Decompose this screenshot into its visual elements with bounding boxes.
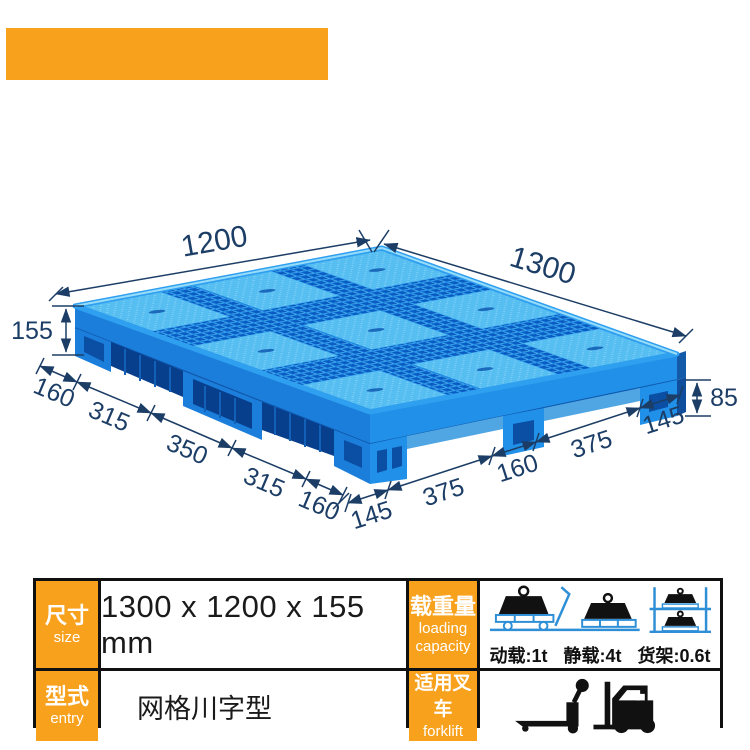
loading-icons (489, 584, 712, 633)
dynamic-load-value: 动载:1t (489, 645, 548, 666)
loading-header-zh: 载重量 (409, 593, 476, 619)
dim-seg-left-2: 350 (162, 429, 211, 471)
dim-seg-right-3: 375 (567, 425, 615, 465)
forklift-header-zh: 适用叉车 (414, 673, 472, 720)
entry-header: 型式 entry (36, 671, 98, 741)
entry-value-cell: 网格川字型 (101, 671, 406, 741)
size-value-cell: 1300 x 1200 x 155 mm (101, 581, 406, 668)
entry-header-en: entry (50, 710, 84, 727)
dim-seg-right-1: 375 (419, 473, 467, 513)
loading-header-en2: capacity (415, 637, 471, 655)
dimension-annotations: 1200 1300 155 85 (11, 220, 738, 536)
static-load-value: 静载:4t (563, 645, 622, 666)
forklift-header: 适用叉车 forklift (409, 671, 477, 741)
pallet-illustration: 1200 1300 155 85 (11, 220, 738, 536)
rack-load-value: 货架:0.6t (637, 645, 711, 666)
forklift-icons (515, 678, 656, 734)
loading-header-en1: loading (418, 619, 468, 637)
entry-value: 网格川字型 (137, 693, 272, 724)
dim-seg-right-2: 160 (493, 449, 541, 489)
entry-header-zh: 型式 (44, 684, 89, 709)
dim-label-85: 85 (710, 384, 738, 412)
loading-value-cell: 动载:1t 静载:4t 货架:0.6t (480, 581, 720, 668)
forklift-header-en: forklift (422, 723, 463, 740)
size-value: 1300 x 1200 x 155 mm (101, 588, 365, 660)
size-header-en: size (53, 628, 81, 646)
loading-header: 载重量 loading capacity (409, 581, 477, 668)
size-header-zh: 尺寸 (44, 602, 89, 628)
loading-values: 动载:1t 静载:4t 货架:0.6t (489, 642, 710, 668)
model-banner: LD-1312 网格川字型 (6, 28, 355, 122)
dim-label-1200: 1200 (179, 220, 250, 264)
dim-label-155: 155 (11, 317, 53, 345)
pallet-jack-icon (515, 678, 589, 734)
weight-on-cart-icon (494, 584, 571, 631)
forklift-icon (593, 681, 656, 734)
rack-load-icon (649, 586, 712, 633)
model-title: LD-1312 网格川字型 (60, 89, 357, 122)
dim-seg-left-0: 160 (29, 372, 78, 414)
spec-table: 尺寸 size 1300 x 1200 x 155 mm 载重量 loading… (33, 578, 723, 741)
size-header: 尺寸 size (36, 581, 98, 668)
weight-static-icon (581, 592, 637, 628)
forklift-value-cell (480, 671, 720, 741)
